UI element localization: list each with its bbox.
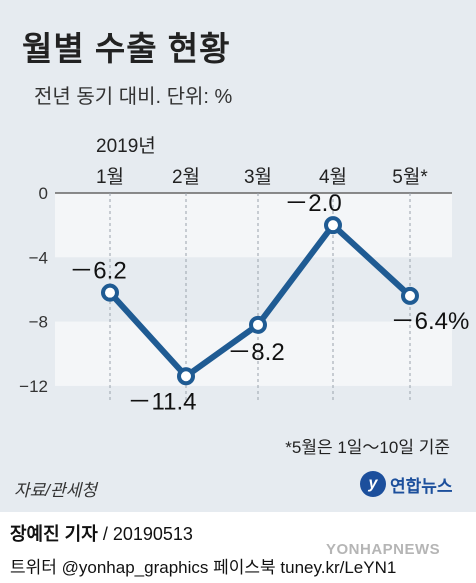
data-label: －8.2	[227, 339, 284, 366]
y-tick-label: −4	[29, 248, 48, 267]
data-label: －2.0	[284, 190, 341, 217]
y-tick-label: −8	[29, 313, 48, 332]
yonhap-logo: y 연합뉴스	[360, 471, 453, 497]
data-labels: －6.2 －11.4 －8.2 －2.0 －6.4%	[69, 190, 469, 415]
byline: 장예진 기자 / 20190513	[10, 520, 193, 546]
year-label: 2019년	[96, 135, 156, 157]
watermark: YONHAPNEWS	[326, 541, 441, 558]
x-category-label: 3월	[244, 166, 272, 188]
data-label: －6.4%	[391, 308, 470, 335]
y-axis: 0 −4 −8 −12	[19, 184, 48, 396]
yonhap-logo-text: 연합뉴스	[390, 476, 453, 496]
line-chart: 0 −4 −8 −12 1월 2월 3월 4월 5월* 2019년 －6.2 －11.4 －8.2…	[19, 135, 469, 415]
source-label: 자료/관세청	[14, 481, 97, 500]
y-tick-label: −12	[19, 377, 48, 396]
publish-date: / 20190513	[97, 524, 193, 544]
chart-band	[55, 193, 452, 258]
x-category-label: 2월	[172, 166, 200, 188]
footnote: *5월은 1일～10일 기준	[285, 438, 450, 457]
y-tick-label: 0	[39, 184, 48, 203]
data-label: －6.2	[69, 258, 126, 285]
data-point	[324, 216, 342, 235]
data-point	[249, 315, 267, 334]
data-point	[177, 367, 195, 386]
chart-subtitle: 전년 동기 대비. 단위: %	[34, 86, 233, 108]
x-axis: 1월 2월 3월 4월 5월*	[96, 166, 428, 188]
x-category-label: 5월*	[392, 166, 428, 188]
social-links: 트위터 @yonhap_graphics 페이스북 tuney.kr/LeYN1	[10, 558, 397, 577]
data-label: －11.4	[128, 388, 197, 415]
series-points	[101, 216, 419, 386]
page-title: 월별 수출 현황	[22, 30, 231, 67]
data-point	[401, 286, 419, 305]
chart-bands	[55, 193, 452, 386]
yonhap-logo-icon: y	[360, 471, 386, 497]
reporter-name: 장예진 기자	[10, 524, 98, 544]
x-category-label: 4월	[319, 166, 347, 188]
data-point	[101, 283, 119, 302]
x-category-label: 1월	[96, 166, 124, 188]
